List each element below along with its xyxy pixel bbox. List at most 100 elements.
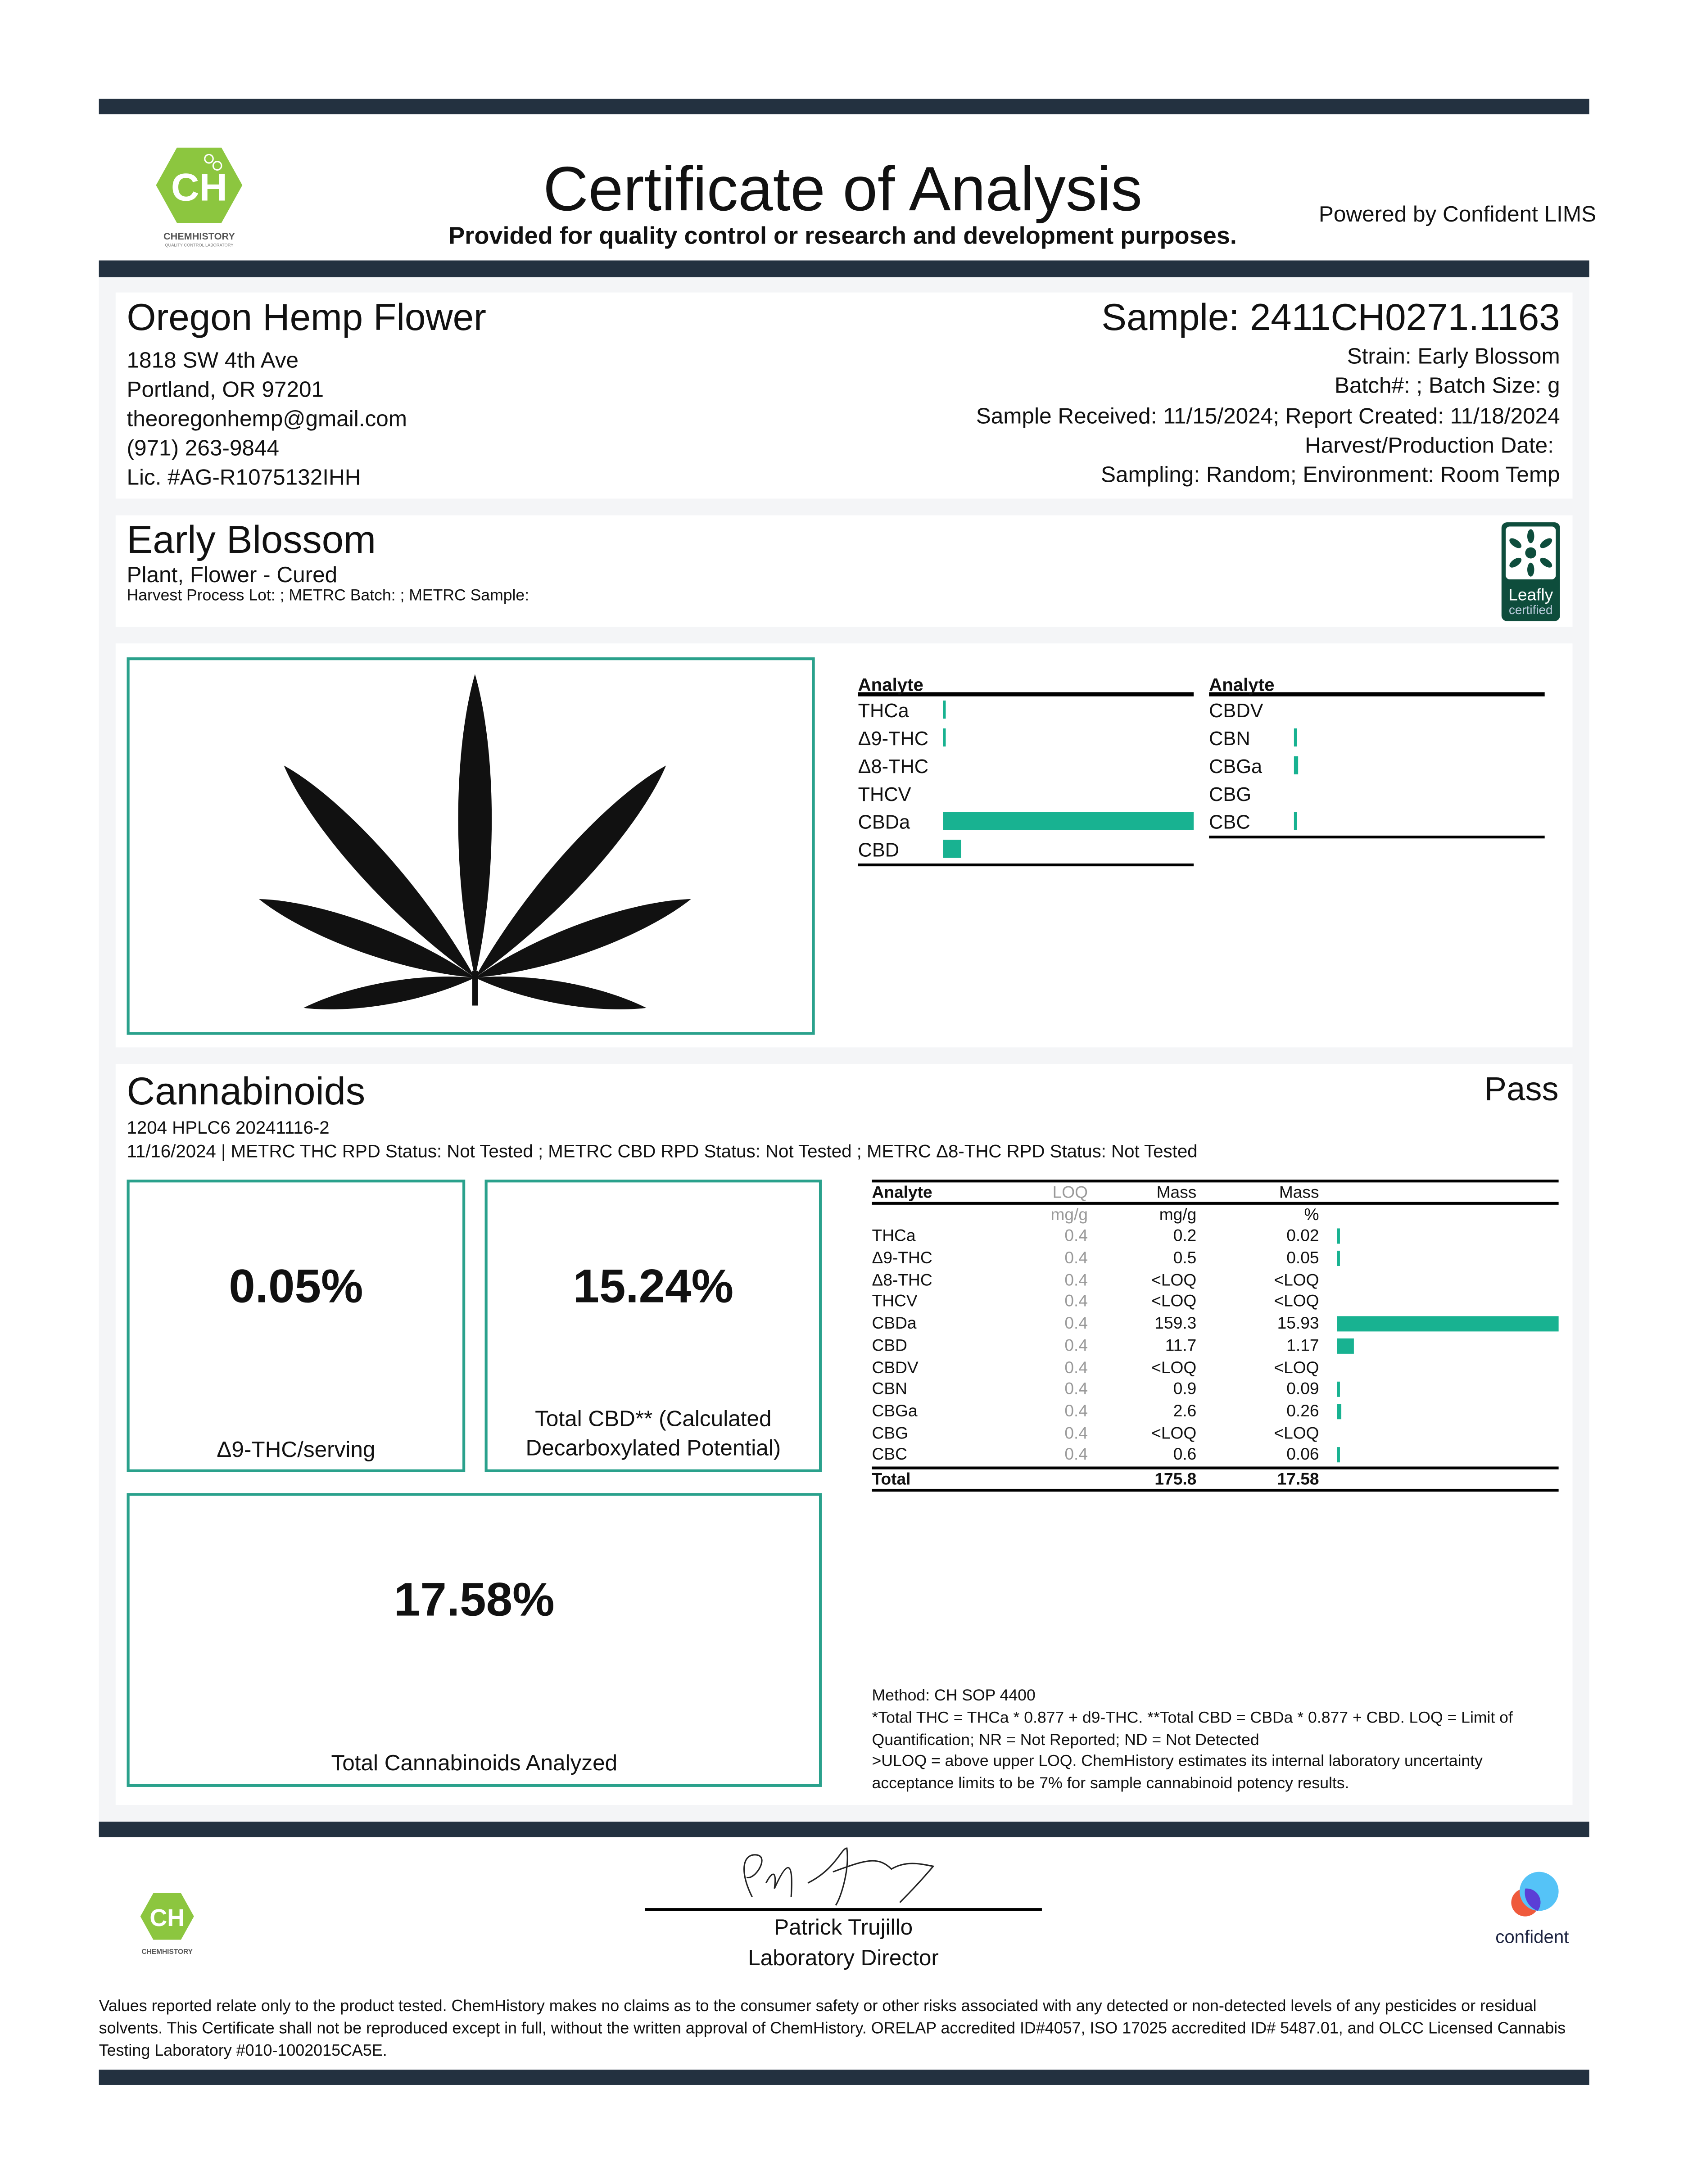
table-rule [858, 863, 1194, 867]
cell-mass: <LOQ [1151, 1270, 1197, 1289]
cell-pct: 0.02 [1286, 1226, 1319, 1246]
cell-mass: 0.9 [1173, 1379, 1197, 1399]
cell-loq: 0.4 [1064, 1248, 1088, 1268]
summary-row: CBD [858, 836, 1194, 864]
result-bar [1337, 1403, 1341, 1419]
sample-id: Sample: 2411CH0271.1163 [1101, 296, 1560, 339]
analyte-name: CBDV [1209, 699, 1263, 722]
client-address1: 1818 SW 4th Ave [127, 349, 299, 374]
result-bar [1337, 1447, 1340, 1463]
total-cannabinoids-box: 17.58% Total Cannabinoids Analyzed [127, 1493, 822, 1787]
header-divider [99, 260, 1589, 277]
summary-bar [943, 812, 1194, 830]
table-row: Δ8-THC 0.4 <LOQ <LOQ [872, 1270, 1559, 1292]
cell-name: THCV [872, 1292, 918, 1311]
product-type: Plant, Flower - Cured [127, 564, 338, 588]
analyte-header: Analyte [1209, 674, 1545, 696]
thc-serving-label: Δ9-THC/serving [217, 1438, 376, 1463]
cell-name: Δ9-THC [872, 1248, 932, 1268]
cell-loq: 0.4 [1064, 1357, 1088, 1377]
analyte-header: Analyte [858, 674, 1194, 696]
cannabis-leaf-icon [259, 674, 691, 1009]
result-bar [1337, 1251, 1340, 1266]
cell-name: CBG [872, 1423, 909, 1442]
table-row: CBN 0.4 0.9 0.09 [872, 1379, 1559, 1401]
table-row: CBC 0.4 0.6 0.06 [872, 1445, 1559, 1467]
client-sample-panel: Oregon Hemp Flower 1818 SW 4th Ave Portl… [115, 292, 1573, 499]
cell-mass: 0.2 [1173, 1226, 1197, 1246]
table-rule [1209, 836, 1545, 839]
summary-row: CBDa [858, 808, 1194, 836]
cell-loq: 0.4 [1064, 1444, 1088, 1465]
sample-strain: Strain: Early Blossom [1347, 345, 1560, 369]
analyte-name: CBC [1209, 810, 1250, 833]
total-cbd-box: 15.24% Total CBD** (Calculated Decarboxy… [484, 1180, 822, 1472]
bottom-divider [99, 2069, 1589, 2085]
analyte-name: CBGa [1209, 755, 1263, 778]
cell-pct: 15.93 [1277, 1313, 1319, 1333]
cell-pct: <LOQ [1274, 1270, 1319, 1289]
leafly-leaf-icon [1506, 526, 1556, 579]
analyte-name: CBG [1209, 782, 1252, 805]
cell-loq: 0.4 [1064, 1379, 1088, 1399]
cell-loq: 0.4 [1064, 1313, 1088, 1333]
cannabinoid-results-table: Analyte LOQ Mass Mass mg/g mg/g % THCa 0.… [872, 1180, 1559, 1492]
product-lots: Harvest Process Lot: ; METRC Batch: ; ME… [127, 588, 529, 605]
analyte-name: Δ9-THC [858, 727, 929, 750]
summary-row: CBN [1209, 724, 1545, 752]
client-phone: (971) 263-9844 [127, 437, 280, 461]
disclaimer: Values reported relate only to the produ… [99, 1997, 1566, 2060]
table-row: CBDV 0.4 <LOQ <LOQ [872, 1357, 1559, 1379]
sample-sampling: Sampling: Random; Environment: Room Temp [1100, 464, 1560, 488]
cell-loq: 0.4 [1064, 1401, 1088, 1420]
summary-row: Δ8-THC [858, 752, 1194, 780]
cell-name: CBN [872, 1379, 907, 1399]
page-subtitle: Provided for quality control or research… [448, 221, 1237, 249]
svg-text:CH: CH [171, 166, 227, 209]
cell-pct: <LOQ [1274, 1423, 1319, 1442]
signature [743, 1847, 935, 1906]
client-name: Oregon Hemp Flower [127, 296, 486, 339]
summary-table-left: Analyte THCa Δ9-THC Δ8-THC THCV CBDa CBD [858, 674, 1194, 867]
summary-bar [943, 701, 945, 719]
cell-name: CBGa [872, 1401, 918, 1420]
cell-loq: 0.4 [1064, 1423, 1088, 1442]
summary-bar [1294, 756, 1298, 774]
table-row: CBDa 0.4 159.3 15.93 [872, 1314, 1559, 1336]
cell-pct: 0.09 [1286, 1379, 1319, 1399]
chemhistory-logo: CH CHEMHISTORY QUALITY CONTROL LABORATOR… [153, 145, 245, 248]
summary-row: THCV [858, 780, 1194, 808]
table-row: THCa 0.4 0.2 0.02 [872, 1226, 1559, 1248]
table-row: Δ9-THC 0.4 0.5 0.05 [872, 1248, 1559, 1270]
client-email: theoregonhemp@gmail.com [127, 408, 407, 432]
result-bar [1337, 1382, 1340, 1397]
signer-title: Laboratory Director [748, 1947, 939, 1971]
product-panel: Early Blossom Plant, Flower - Cured Harv… [115, 515, 1573, 627]
analyte-name: CBD [858, 838, 900, 861]
leafly-certified-badge: Leafly certified [1501, 522, 1560, 621]
total-cbd-value: 15.24% [573, 1260, 734, 1314]
sample-batch: Batch#: ; Batch Size: g [1334, 375, 1560, 398]
cell-pct: 0.26 [1286, 1401, 1319, 1420]
top-divider [99, 99, 1589, 114]
cell-mass: <LOQ [1151, 1292, 1197, 1311]
summary-table-right: Analyte CBDV CBN CBGa CBG CBC [1209, 674, 1545, 839]
product-name: Early Blossom [127, 518, 376, 561]
table-row: CBD 0.4 11.7 1.17 [872, 1335, 1559, 1357]
thc-serving-box: 0.05% Δ9-THC/serving [127, 1180, 466, 1472]
table-header: Analyte LOQ Mass Mass [872, 1182, 1559, 1204]
table-row: CBG 0.4 <LOQ <LOQ [872, 1423, 1559, 1445]
chemhistory-footer-logo: CH CHEMHISTORY [138, 1891, 196, 1957]
rpd-status: 11/16/2024 | METRC THC RPD Status: Not T… [127, 1140, 1198, 1162]
cell-name: Δ8-THC [872, 1270, 932, 1289]
result-bar [1337, 1316, 1559, 1332]
cell-mass: 11.7 [1165, 1335, 1197, 1355]
summary-row: CBDV [1209, 696, 1545, 724]
status-badge: Pass [1484, 1071, 1559, 1109]
table-row: THCV 0.4 <LOQ <LOQ [872, 1292, 1559, 1314]
cell-mass: 0.5 [1173, 1248, 1197, 1268]
analyte-name: THCa [858, 699, 909, 722]
client-address2: Portland, OR 97201 [127, 379, 324, 403]
cell-loq: 0.4 [1064, 1335, 1088, 1355]
